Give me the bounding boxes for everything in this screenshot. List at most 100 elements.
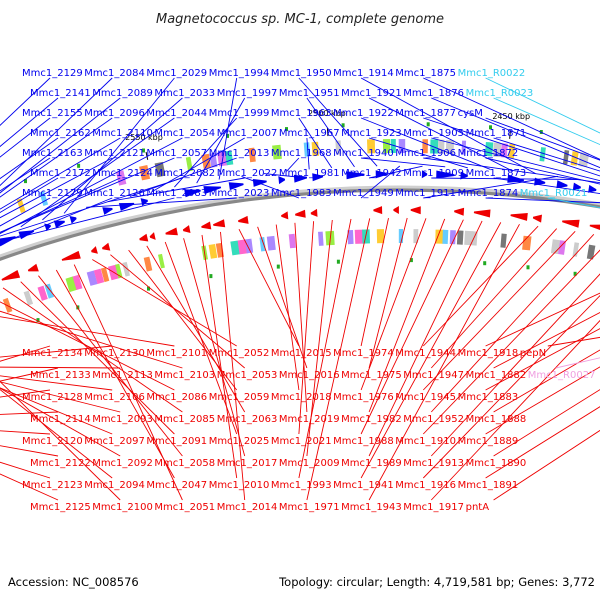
- reverse-gene-label[interactable]: Mmc1_1971: [279, 502, 340, 513]
- reverse-gene-label[interactable]: Mmc1_2097: [84, 436, 145, 447]
- forward-gene-label[interactable]: Mmc1_2096: [84, 108, 145, 119]
- reverse-gene-label[interactable]: Mmc1_2086: [146, 392, 207, 403]
- forward-gene-label[interactable]: Mmc1_2013: [209, 148, 270, 159]
- reverse-cds-arrow[interactable]: [454, 207, 465, 216]
- forward-gene-label[interactable]: Mmc1_2141: [30, 88, 91, 99]
- reverse-gene-label[interactable]: Mmc1_2125: [30, 502, 91, 513]
- reverse-gene-label[interactable]: Mmc1_1882: [466, 370, 527, 381]
- forward-gene-label[interactable]: Mmc1_1905: [403, 128, 464, 139]
- reverse-cds-arrow[interactable]: [410, 206, 421, 215]
- reverse-gene-label[interactable]: Mmc1_1883: [458, 392, 519, 403]
- reverse-cds-arrow[interactable]: [201, 221, 212, 230]
- reverse-cds-arrow[interactable]: [532, 214, 542, 223]
- forward-gene-label[interactable]: Mmc1_2121: [84, 148, 145, 159]
- forward-gene-label[interactable]: Mmc1_1872: [458, 148, 519, 159]
- reverse-gene-label[interactable]: Mmc1_R0027: [528, 370, 596, 381]
- reverse-cds-arrow[interactable]: [213, 219, 226, 228]
- forward-cds-arrow[interactable]: [278, 176, 286, 185]
- forward-gene-label[interactable]: Mmc1_1871: [466, 128, 527, 139]
- reverse-gene-label[interactable]: Mmc1_2134: [22, 348, 83, 359]
- reverse-gene-label[interactable]: Mmc1_1918: [458, 348, 519, 359]
- forward-gene-label[interactable]: Mmc1_2126: [84, 188, 145, 199]
- reverse-cds-arrow[interactable]: [589, 224, 600, 233]
- reverse-cds-arrow[interactable]: [139, 233, 149, 242]
- reverse-gene-label[interactable]: Mmc1_2092: [92, 458, 153, 469]
- reverse-cds-arrow[interactable]: [562, 219, 580, 228]
- forward-gene-label[interactable]: Mmc1_1914: [333, 68, 394, 79]
- forward-cds-arrow[interactable]: [421, 170, 428, 179]
- reverse-gene-label[interactable]: Mmc1_1989: [341, 458, 402, 469]
- forward-gene-label[interactable]: Mmc1_2162: [30, 128, 91, 139]
- reverse-cds-arrow[interactable]: [149, 232, 156, 240]
- forward-gene-label[interactable]: Mmc1_1876: [403, 88, 464, 99]
- reverse-gene-label[interactable]: pepN: [520, 348, 546, 359]
- reverse-cds-arrow[interactable]: [473, 209, 491, 218]
- reverse-gene-label[interactable]: Mmc1_1890: [466, 458, 527, 469]
- forward-gene-label[interactable]: Mmc1_2023: [209, 188, 270, 199]
- reverse-cds-arrow[interactable]: [1, 270, 21, 281]
- forward-gene-label[interactable]: Mmc1_1875: [395, 68, 456, 79]
- reverse-gene-label[interactable]: Mmc1_2122: [30, 458, 91, 469]
- forward-cds-arrow[interactable]: [556, 180, 568, 189]
- forward-gene-label[interactable]: Mmc1_1968: [271, 148, 332, 159]
- forward-cds-arrow[interactable]: [203, 186, 222, 194]
- forward-gene-label[interactable]: Mmc1_2163: [22, 148, 83, 159]
- forward-gene-label[interactable]: Mmc1_R0023: [466, 88, 534, 99]
- reverse-gene-label[interactable]: Mmc1_2114: [30, 414, 91, 425]
- reverse-gene-label[interactable]: Mmc1_1993: [271, 480, 332, 491]
- forward-gene-label[interactable]: Mmc1_R0021: [520, 188, 588, 199]
- reverse-cds-arrow[interactable]: [310, 208, 318, 217]
- reverse-gene-label[interactable]: Mmc1_2053: [217, 370, 278, 381]
- reverse-gene-label[interactable]: Mmc1_2094: [84, 480, 145, 491]
- forward-cds-arrow[interactable]: [102, 207, 113, 215]
- reverse-cds-arrow[interactable]: [102, 242, 111, 251]
- forward-gene-label[interactable]: Mmc1_R0022: [458, 68, 526, 79]
- forward-gene-label[interactable]: Mmc1_1874: [458, 188, 519, 199]
- forward-gene-label[interactable]: Mmc1_2007: [217, 128, 278, 139]
- reverse-gene-label[interactable]: Mmc1_1889: [458, 436, 519, 447]
- forward-gene-label[interactable]: Mmc1_1997: [217, 88, 278, 99]
- forward-gene-label[interactable]: Mmc1_2155: [22, 108, 83, 119]
- forward-gene-label[interactable]: Mmc1_1940: [333, 148, 394, 159]
- reverse-gene-label[interactable]: Mmc1_2016: [279, 370, 340, 381]
- reverse-gene-label[interactable]: Mmc1_2051: [154, 502, 215, 513]
- reverse-gene-label[interactable]: Mmc1_1913: [403, 458, 464, 469]
- reverse-gene-label[interactable]: Mmc1_2009: [279, 458, 340, 469]
- reverse-gene-label[interactable]: Mmc1_2017: [217, 458, 278, 469]
- reverse-gene-label[interactable]: Mmc1_1988: [333, 436, 394, 447]
- forward-gene-label[interactable]: Mmc1_1911: [395, 188, 456, 199]
- reverse-cds-arrow[interactable]: [393, 206, 399, 214]
- forward-gene-label[interactable]: Mmc1_1983: [271, 188, 332, 199]
- reverse-gene-label[interactable]: Mmc1_2130: [84, 348, 145, 359]
- forward-cds-arrow[interactable]: [436, 170, 455, 179]
- reverse-gene-label[interactable]: Mmc1_2015: [271, 348, 332, 359]
- forward-gene-label[interactable]: Mmc1_2089: [92, 88, 153, 99]
- reverse-gene-label[interactable]: Mmc1_2128: [22, 392, 83, 403]
- reverse-gene-label[interactable]: Mmc1_2113: [92, 370, 153, 381]
- forward-gene-label[interactable]: Mmc1_1951: [279, 88, 340, 99]
- forward-gene-label[interactable]: Mmc1_1909: [403, 168, 464, 179]
- reverse-gene-label[interactable]: pntA: [466, 502, 490, 513]
- reverse-gene-label[interactable]: Mmc1_1945: [395, 392, 456, 403]
- reverse-gene-label[interactable]: Mmc1_2021: [271, 436, 332, 447]
- forward-gene-label[interactable]: Mmc1_1994: [209, 68, 270, 79]
- forward-cds-arrow[interactable]: [69, 216, 77, 224]
- reverse-cds-arrow[interactable]: [91, 246, 98, 254]
- reverse-strand-genes[interactable]: Mmc1_2134Mmc1_2133Mmc1_2128Mmc1_2114Mmc1…: [0, 217, 600, 513]
- forward-gene-label[interactable]: Mmc1_1949: [333, 188, 394, 199]
- reverse-gene-label[interactable]: Mmc1_2019: [279, 414, 340, 425]
- reverse-gene-label[interactable]: Mmc1_1910: [395, 436, 456, 447]
- reverse-cds-arrow[interactable]: [295, 209, 306, 218]
- reverse-gene-label[interactable]: Mmc1_2059: [209, 392, 270, 403]
- forward-cds-arrow[interactable]: [346, 171, 365, 180]
- forward-cds-arrow[interactable]: [184, 189, 201, 198]
- reverse-gene-label[interactable]: Mmc1_1982: [341, 414, 402, 425]
- forward-strand-genes[interactable]: Mmc1_2179Mmc1_2172Mmc1_2163Mmc1_2162Mmc1…: [0, 68, 600, 412]
- forward-gene-label[interactable]: Mmc1_2044: [146, 108, 207, 119]
- reverse-cds-arrow[interactable]: [281, 211, 289, 220]
- forward-cds-arrow[interactable]: [228, 182, 244, 191]
- forward-gene-label[interactable]: Mmc1_2179: [22, 188, 83, 199]
- forward-gene-label[interactable]: Mmc1_2022: [217, 168, 278, 179]
- reverse-gene-label[interactable]: Mmc1_1976: [333, 392, 394, 403]
- reverse-gene-label[interactable]: Mmc1_2052: [209, 348, 270, 359]
